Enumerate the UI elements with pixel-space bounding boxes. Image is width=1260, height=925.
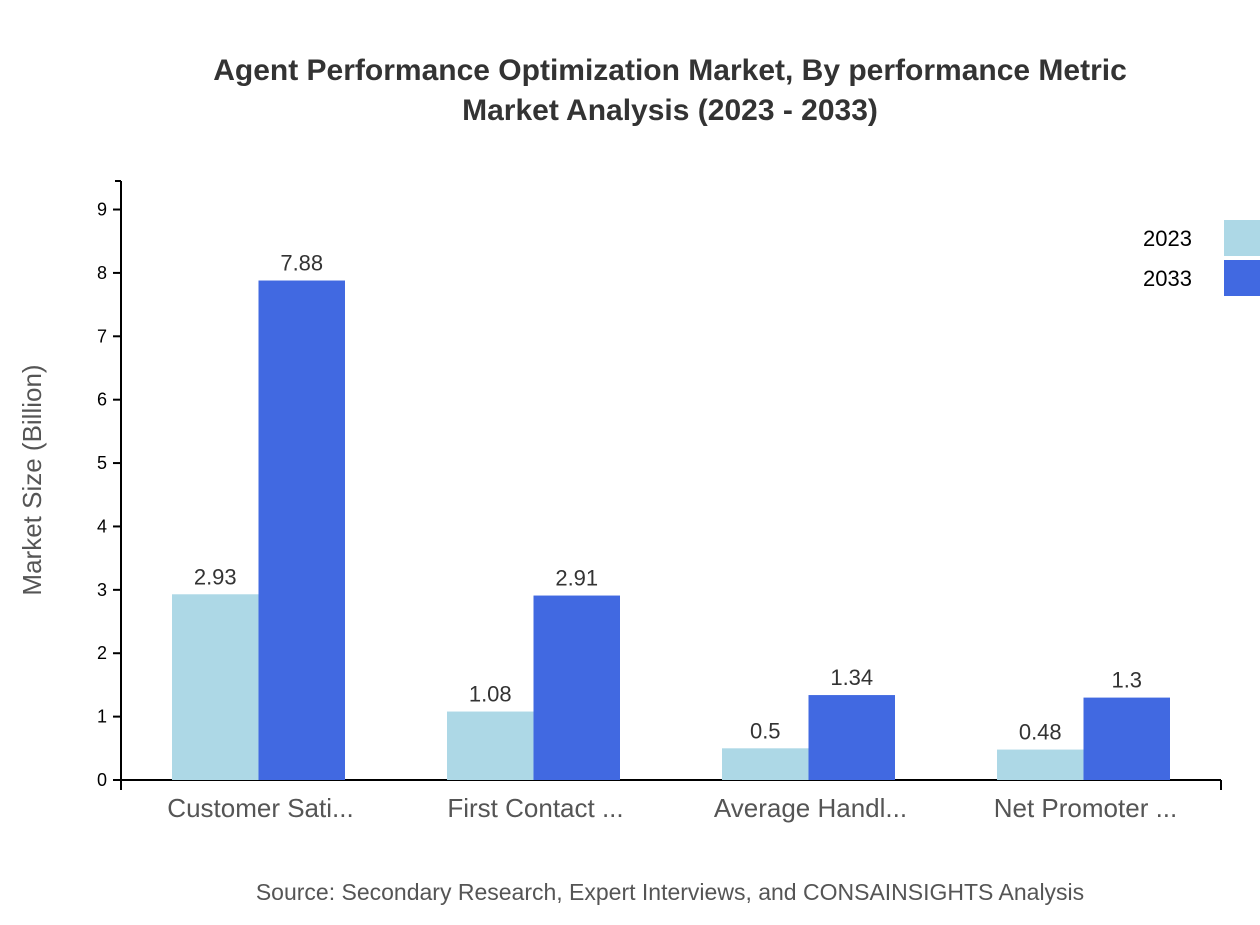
source-note: Source: Secondary Research, Expert Inter… <box>256 879 1084 905</box>
x-tick-label: Average Handl... <box>714 793 907 823</box>
y-tick-label: 8 <box>97 263 107 283</box>
bar-2033 <box>1083 697 1170 780</box>
legend-swatch-2033 <box>1224 260 1260 296</box>
bar-2033 <box>258 280 345 780</box>
x-tick-label: Net Promoter ... <box>994 793 1178 823</box>
data-label: 7.88 <box>280 251 323 276</box>
y-tick-label: 9 <box>97 200 107 220</box>
legend-swatch-2023 <box>1224 220 1260 256</box>
y-tick-label: 5 <box>97 453 107 473</box>
y-tick-label: 4 <box>97 516 107 536</box>
legend-label: 2033 <box>1143 266 1192 291</box>
y-tick-label: 3 <box>97 580 107 600</box>
x-tick-label: Customer Sati... <box>167 793 353 823</box>
bar-2033 <box>533 595 620 780</box>
data-label: 1.34 <box>830 665 873 690</box>
bar-2023 <box>447 711 534 780</box>
y-tick-label: 1 <box>97 707 107 727</box>
chart-title-line-1: Agent Performance Optimization Market, B… <box>213 54 1127 87</box>
bar-2033 <box>808 695 895 780</box>
data-label: 2.93 <box>194 564 237 589</box>
y-tick-label: 6 <box>97 390 107 410</box>
data-label: 2.91 <box>555 566 598 591</box>
data-label: 1.3 <box>1111 668 1142 693</box>
y-tick-label: 2 <box>97 643 107 663</box>
bar-2023 <box>997 749 1084 780</box>
data-label: 1.08 <box>469 682 512 707</box>
bar-2023 <box>722 748 809 780</box>
data-label: 0.48 <box>1019 720 1062 745</box>
y-tick-label: 0 <box>97 770 107 790</box>
bar-2023 <box>172 594 259 780</box>
x-tick-label: First Contact ... <box>447 793 623 823</box>
chart-title-line-2: Market Analysis (2023 - 2033) <box>462 94 878 127</box>
data-label: 0.5 <box>750 718 781 743</box>
legend-label: 2023 <box>1143 226 1192 251</box>
y-axis-label: Market Size (Billion) <box>17 364 47 595</box>
y-tick-label: 7 <box>97 326 107 346</box>
